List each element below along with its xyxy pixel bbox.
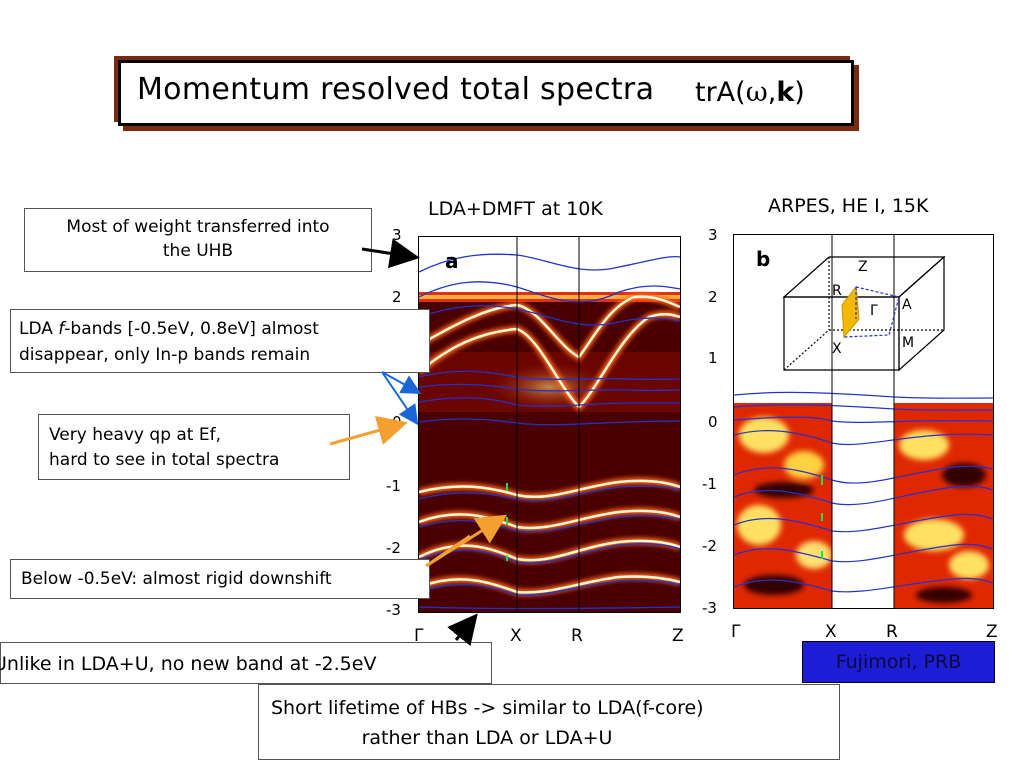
note-lda-u: Unlike in LDA+U, no new band at -2.5eV <box>0 642 492 684</box>
panel-b-ytick: -2 <box>702 537 717 555</box>
panel-b-caption: ARPES, HE I, 15K <box>768 195 929 217</box>
bz-label-x: X <box>832 341 842 357</box>
panel-b-xtick: Γ <box>731 622 741 642</box>
bz-label-m: M <box>902 335 915 351</box>
panel-b-ytick: 3 <box>708 226 718 244</box>
panel-a-letter: a <box>445 249 459 273</box>
note-lifetime: Short lifetime of HBs -> similar to LDA(… <box>258 684 840 760</box>
panel-a-plot: a <box>418 236 681 613</box>
panel-b-ytick: -3 <box>702 599 717 617</box>
formula-close: ) <box>794 77 805 108</box>
panel-b-xtick: R <box>886 622 898 642</box>
note-f-bands-f: f <box>58 319 65 339</box>
panel-a-xtick: X <box>510 626 522 646</box>
title-formula: trA(ω,k) <box>695 77 805 108</box>
panel-b-ytick: 1 <box>708 349 718 367</box>
panel-a-xtick: R <box>571 626 583 646</box>
panel-a-xtick: Γ <box>414 626 424 646</box>
panel-b-plot: b Z R Γ A X M <box>733 234 994 609</box>
panel-b-ytick: 2 <box>708 288 718 306</box>
formula-comma: , <box>767 77 777 108</box>
reference-badge: Fujimori, PRB <box>802 641 995 683</box>
panel-a-caption: LDA+DMFT at 10K <box>428 198 603 220</box>
slide-title: Momentum resolved total spectra <box>137 72 655 107</box>
panel-a-xtick: Z <box>672 626 684 646</box>
panel-b-arpes <box>734 235 993 608</box>
panel-b-ytick: -1 <box>702 475 717 493</box>
panel-b-xtick: Z <box>986 622 998 642</box>
panel-a-ytick: -1 <box>386 477 401 495</box>
bz-label-gamma: Γ <box>870 303 878 319</box>
panel-a-ytick: 3 <box>392 226 402 244</box>
bz-label-r: R <box>832 283 842 299</box>
panel-b-xtick: X <box>825 622 837 642</box>
formula-prefix: trA( <box>695 77 746 108</box>
bz-label-z: Z <box>858 259 868 275</box>
note-f-bands-text: -bands [-0.5eV, 0.8eV] almost disappear,… <box>19 319 319 365</box>
arrow-lda-u <box>447 613 478 647</box>
panel-a-spectrum <box>419 237 680 612</box>
note-uhb: Most of weight transferred into the UHB <box>24 208 372 272</box>
title-box: Momentum resolved total spectra trA(ω,k) <box>118 60 854 126</box>
note-f-bands-prefix: LDA <box>19 319 59 339</box>
panel-a-ytick: 2 <box>392 288 402 306</box>
bz-label-a: A <box>902 297 912 313</box>
panel-a-ytick: -2 <box>386 539 401 557</box>
panel-a-ytick: -3 <box>386 601 401 619</box>
note-heavy-qp: Very heavy qp at Ef, hard to see in tota… <box>38 414 350 480</box>
panel-b-letter: b <box>756 247 771 271</box>
brillouin-zone-cube <box>782 255 946 372</box>
note-f-bands: LDA f-bands [-0.5eV, 0.8eV] almost disap… <box>10 309 430 373</box>
panel-a-ytick: 0 <box>392 413 402 431</box>
formula-omega: ω <box>745 77 768 108</box>
arrow-f-bands-1 <box>381 371 422 394</box>
formula-k: k <box>776 77 795 108</box>
panel-b-ytick: 0 <box>708 413 718 431</box>
note-rigid-downshift: Below -0.5eV: almost rigid downshift <box>10 559 430 599</box>
